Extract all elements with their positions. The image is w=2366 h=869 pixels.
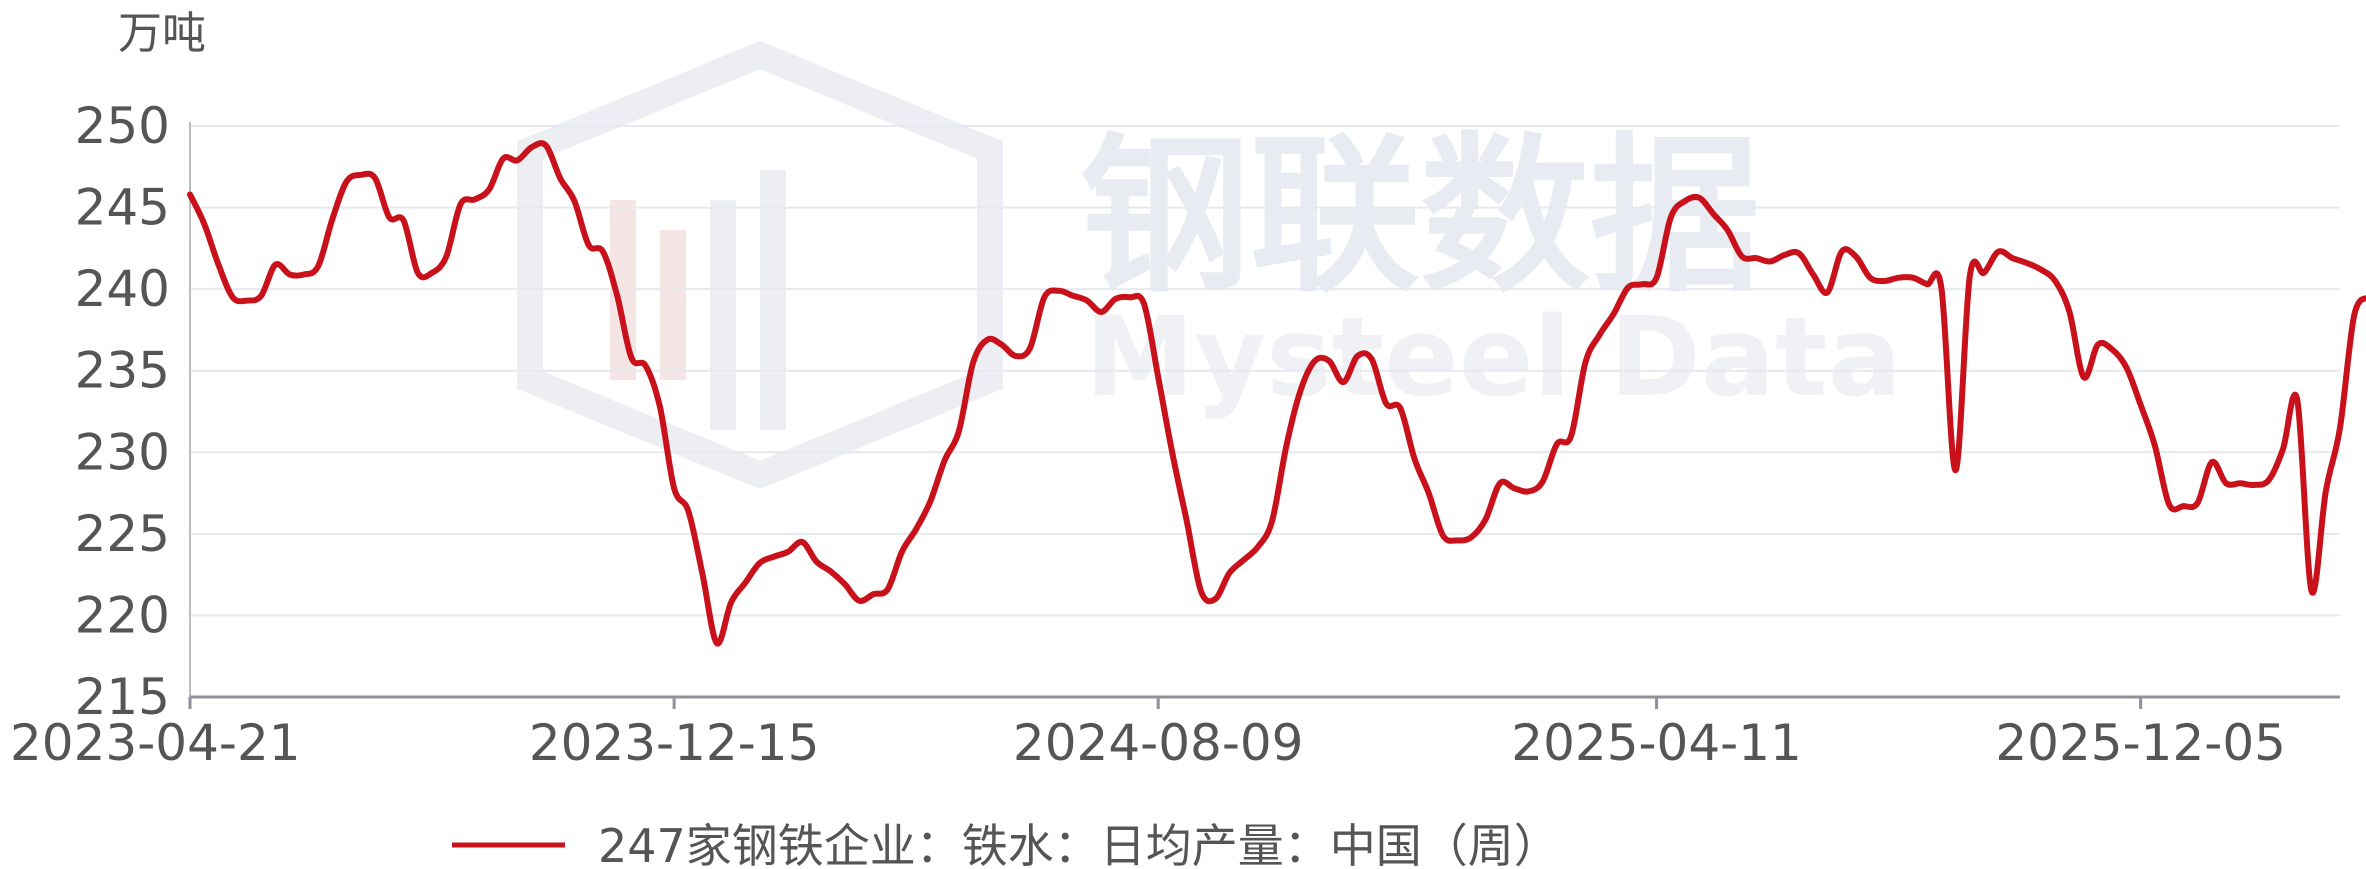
watermark-cn: 钢联数据: [1080, 118, 1760, 316]
series-line: [187, 140, 2366, 647]
watermark-logo-icon: [517, 40, 1003, 490]
y-tick-label: 245: [75, 179, 170, 237]
y-tick-label: 215: [75, 668, 170, 726]
y-tick-label: 225: [75, 505, 170, 563]
y-tick-label: 220: [75, 586, 170, 644]
x-tick-label: 2025-12-05: [1995, 714, 2286, 772]
grid: [190, 125, 2340, 617]
x-tick-label: 2024-08-09: [1013, 714, 1304, 772]
series-layer: [187, 140, 2366, 647]
y-axis-unit: 万吨: [118, 8, 206, 59]
x-ticks: 2023-04-21 2023-12-15 2024-08-09 2025-04-11…: [10, 697, 2286, 772]
y-tick-label: 235: [75, 342, 170, 400]
y-ticks: 250 245 240 235 230 225 220 215: [75, 97, 170, 726]
y-tick-label: 240: [75, 260, 170, 318]
watermark: 钢联数据 Mysteel Data: [517, 40, 1902, 490]
watermark-en: Mysteel Data: [1085, 293, 1902, 421]
x-tick-label: 2025-04-11: [1511, 714, 1802, 772]
x-tick-label: 2023-04-21: [10, 714, 301, 772]
legend-label: 247家钢铁企业：铁水：日均产量：中国（周）: [598, 819, 1560, 869]
legend[interactable]: 247家钢铁企业：铁水：日均产量：中国（周）: [452, 819, 1560, 869]
x-tick-label: 2023-12-15: [529, 714, 820, 772]
axes: [189, 122, 2340, 699]
y-tick-label: 250: [75, 97, 170, 155]
y-tick-label: 230: [75, 423, 170, 481]
